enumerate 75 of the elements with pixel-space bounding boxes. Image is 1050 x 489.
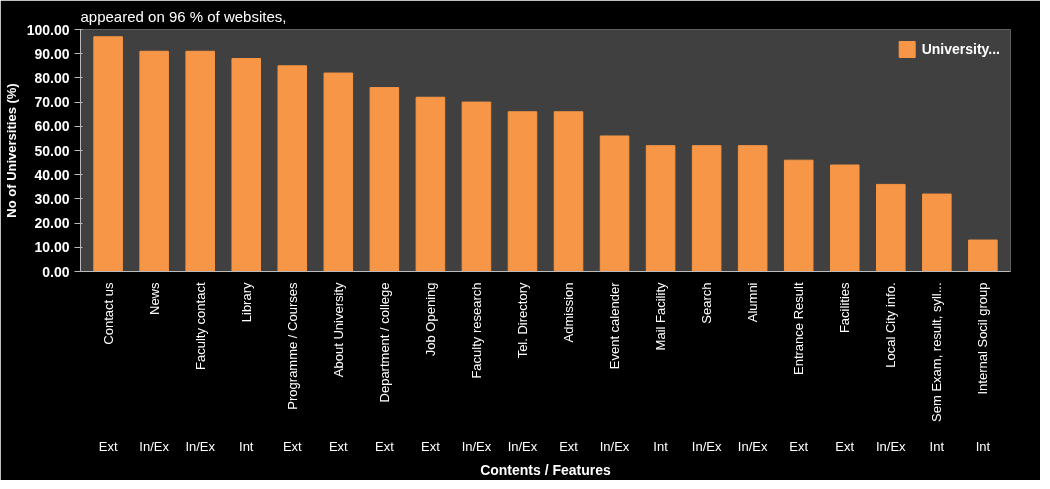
text: Ext xyxy=(421,438,441,454)
y-tick-label: 20.00 xyxy=(34,215,70,232)
bar xyxy=(599,135,630,272)
x-tick-label: Department / college xyxy=(376,282,392,403)
bar xyxy=(277,65,308,272)
x-axis-title: Contents / Features xyxy=(480,461,612,478)
text: In/Ex xyxy=(507,438,538,454)
bar xyxy=(829,164,860,272)
x-tick-label: Programme / Courses xyxy=(284,282,300,410)
bar xyxy=(922,193,952,272)
bar xyxy=(369,87,400,272)
text: In/Ex xyxy=(461,438,492,454)
y-tick-label: 50.00 xyxy=(34,142,70,159)
text: Ext xyxy=(282,438,303,454)
text: Ext xyxy=(98,438,118,454)
bar xyxy=(323,72,354,272)
text: In/Ex xyxy=(599,438,630,454)
y-tick-label: 70.00 xyxy=(34,94,70,111)
x-tick-label: Event calender xyxy=(607,281,623,370)
bar xyxy=(461,101,492,272)
bar xyxy=(553,111,584,272)
text: In/Ex xyxy=(875,438,907,454)
x-tick-label: Library xyxy=(238,282,254,323)
y-tick-label: 30.00 xyxy=(34,190,70,207)
x-tick-label: Faculty contact xyxy=(192,282,208,370)
bar xyxy=(737,145,768,272)
bar xyxy=(645,145,676,272)
y-tick-label: 0.00 xyxy=(42,263,70,280)
bar xyxy=(507,111,538,272)
x-tick-label: Job Opening xyxy=(422,282,438,357)
text: Ext xyxy=(789,438,809,454)
text: Ext xyxy=(328,438,349,454)
bar xyxy=(691,145,722,272)
y-tick-label: 90.00 xyxy=(34,45,70,62)
text: In/Ex xyxy=(139,438,170,454)
bar xyxy=(783,159,814,272)
text: Ext xyxy=(835,438,855,454)
text: In/Ex xyxy=(737,438,768,454)
x-tick-label: About University xyxy=(330,282,346,378)
x-tick-label: News xyxy=(146,282,162,316)
text: Int xyxy=(653,438,669,454)
text: Int xyxy=(929,438,945,454)
x-tick-label: Sem Exam, result, syll... xyxy=(929,282,945,422)
bar xyxy=(93,36,123,272)
bar xyxy=(231,58,262,272)
y-tick-label: 40.00 xyxy=(34,166,70,183)
text: In/Ex xyxy=(185,438,216,454)
x-tick-label: Alumni xyxy=(745,282,761,323)
x-tick-label: Tel. Directory xyxy=(514,282,530,359)
x-tick-label: Internal Socil group xyxy=(975,282,991,395)
bar xyxy=(876,183,906,272)
x-tick-label: Contact us xyxy=(100,282,116,345)
y-tick-label: 80.00 xyxy=(34,69,70,86)
x-tick-label: Mail Facility xyxy=(653,282,669,351)
y-tick-label: 100.00 xyxy=(26,21,70,38)
y-tick-label: 60.00 xyxy=(34,118,70,135)
x-tick-label: Local City info. xyxy=(883,282,899,368)
text: Ext xyxy=(559,438,579,454)
x-tick-label: Faculty research xyxy=(468,282,484,379)
legend-label: University... xyxy=(921,41,1000,57)
bar xyxy=(968,239,998,272)
y-tick-label: 10.00 xyxy=(34,239,70,256)
text: Ext xyxy=(374,438,395,454)
x-tick-label: Search xyxy=(699,282,715,324)
bar xyxy=(139,50,169,272)
text: Int xyxy=(975,438,991,454)
bar xyxy=(185,50,215,272)
x-tick-label: Entrance Result xyxy=(791,282,807,375)
text: In/Ex xyxy=(691,438,722,454)
y-axis-title: No of Universities (%) xyxy=(3,83,19,218)
bar xyxy=(415,96,446,272)
text: Int xyxy=(239,438,254,454)
x-tick-label: Facilities xyxy=(837,282,853,334)
x-tick-label: Admission xyxy=(561,282,577,343)
text: appeared on 96 % of websites, xyxy=(80,7,287,25)
